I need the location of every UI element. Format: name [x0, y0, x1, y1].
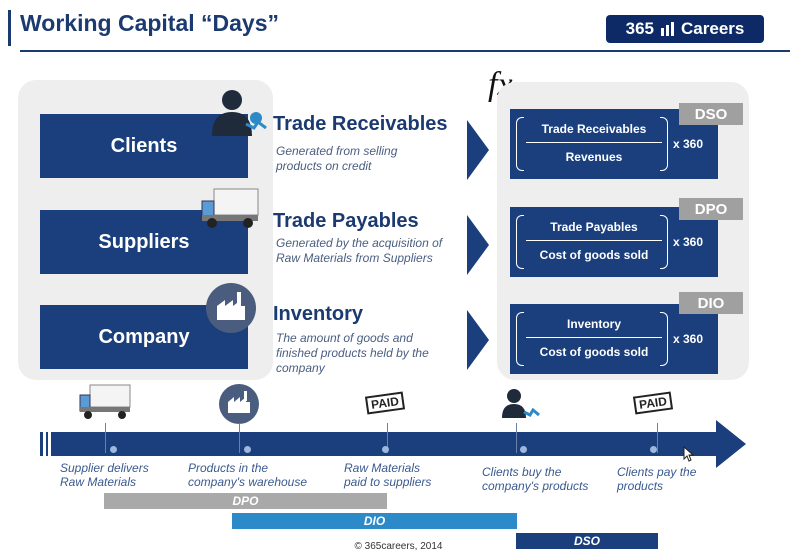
timeline-arrow [40, 432, 720, 456]
truck-icon [201, 188, 259, 228]
span-bar-dso: DSO [516, 533, 658, 549]
label-line: Supplier delivers [60, 461, 149, 475]
timeline-label-clients-buy: Clients buy the company's products [482, 465, 588, 493]
timeline-tick [105, 423, 106, 453]
timeline-dot [382, 446, 389, 453]
item-desc-trade-receivables: Generated from selling products on credi… [276, 144, 466, 174]
desc-line: finished products held by the [276, 346, 429, 360]
desc-line: Generated from selling [276, 144, 398, 158]
bracket-right [660, 117, 668, 171]
timeline-tick [516, 423, 517, 453]
logo: 365 Careers [606, 15, 764, 43]
entity-label: Suppliers [98, 230, 190, 253]
timeline-tick [657, 423, 658, 453]
formula-numerator: Trade Payables [550, 220, 638, 234]
item-title-trade-payables: Trade Payables [273, 210, 419, 232]
label-line: Raw Materials [344, 461, 421, 475]
entity-label: Clients [110, 134, 178, 157]
bracket-left [516, 312, 524, 366]
paid-stamp-icon: PAID [632, 391, 674, 415]
client-icon [502, 389, 540, 418]
timeline-stripe [48, 432, 51, 456]
tag-dio: DIO [679, 292, 743, 314]
timeline-arrowhead [716, 420, 746, 468]
chevron-right-icon [467, 215, 489, 275]
logo-text: Careers [681, 19, 745, 38]
timeline-dot [520, 446, 527, 453]
timeline-tick [239, 423, 240, 453]
timeline-tick [387, 423, 388, 453]
timeline-label-supplier-delivers: Supplier delivers Raw Materials [60, 461, 149, 489]
bar-chart-icon [661, 22, 675, 36]
formula-denominator: Cost of goods sold [539, 248, 649, 262]
chevron-right-icon [467, 310, 489, 370]
bracket-right [660, 312, 668, 366]
fraction-line [526, 142, 662, 143]
entity-clients: Clients [40, 114, 248, 178]
bracket-right [660, 215, 668, 269]
page-title: Working Capital “Days” [20, 10, 280, 36]
desc-line: Raw Materials from Suppliers [276, 251, 433, 265]
label-line: Raw Materials [60, 475, 137, 489]
copyright-footer: © 365careers, 2014 [354, 541, 443, 552]
desc-line: company [276, 361, 325, 375]
formula-multiplier: x 360 [673, 235, 704, 249]
label-line: paid to suppliers [344, 475, 432, 489]
label-line: Clients pay the [617, 465, 697, 479]
formula-numerator: Inventory [566, 317, 621, 331]
label-line: products [617, 479, 664, 493]
span-bar-dio: DIO [232, 513, 517, 529]
timeline-dot [244, 446, 251, 453]
timeline-label-warehouse: Products in the company's warehouse [188, 461, 307, 489]
item-desc-trade-payables: Generated by the acquisition of Raw Mate… [276, 236, 466, 266]
tag-dso: DSO [679, 103, 743, 125]
label-line: company's products [482, 479, 589, 493]
formula-denominator: Revenues [565, 150, 623, 164]
formula-dio: Inventory Cost of goods sold x 360 [510, 304, 718, 374]
bracket-left [516, 117, 524, 171]
item-title-inventory: Inventory [273, 303, 364, 325]
paid-stamp-icon: PAID [364, 391, 406, 415]
entity-label: Company [98, 325, 190, 348]
timeline-stripe [43, 432, 46, 456]
timeline-label-clients-pay: Clients pay the products [617, 465, 696, 493]
item-title-trade-receivables: Trade Receivables [273, 113, 448, 135]
client-person-icon [212, 90, 267, 136]
logo-number: 365 [625, 19, 655, 38]
header-divider [20, 50, 790, 52]
label-line: Products in the [188, 461, 269, 475]
timeline-label-paid-suppliers: Raw Materials paid to suppliers [344, 461, 431, 489]
formula-multiplier: x 360 [673, 137, 704, 151]
desc-line: products on credit [276, 159, 372, 173]
desc-line: Generated by the acquisition of [276, 236, 443, 250]
tag-dpo: DPO [679, 198, 743, 220]
formula-denominator: Cost of goods sold [539, 345, 649, 359]
span-bar-dpo: DPO [104, 493, 387, 509]
fraction-line [526, 337, 662, 338]
label-line: Clients buy the [482, 465, 562, 479]
chevron-right-icon [467, 120, 489, 180]
item-desc-inventory: The amount of goods and finished product… [276, 331, 466, 376]
timeline-dot [110, 446, 117, 453]
desc-line: The amount of goods and [276, 331, 413, 345]
fraction-line [526, 240, 662, 241]
mouse-cursor-icon [683, 446, 695, 462]
factory-icon [219, 384, 259, 424]
timeline-dot [650, 446, 657, 453]
factory-icon [206, 283, 256, 333]
formula-numerator: Trade Receivables [541, 122, 647, 136]
truck-icon [79, 384, 131, 419]
bracket-left [516, 215, 524, 269]
formula-multiplier: x 360 [673, 332, 704, 346]
title-accent-bar [8, 10, 11, 46]
label-line: company's warehouse [188, 475, 308, 489]
